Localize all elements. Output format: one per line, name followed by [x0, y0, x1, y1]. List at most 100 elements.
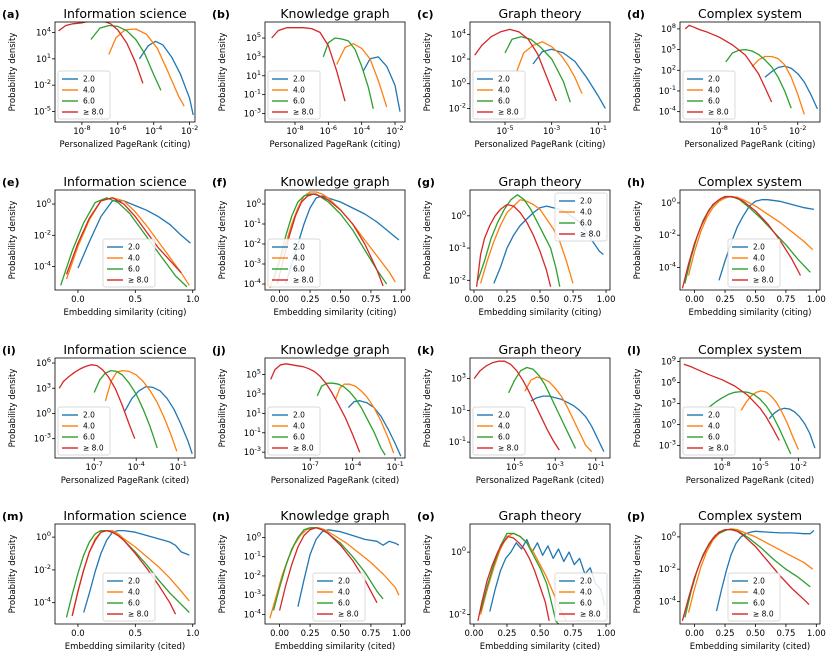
- x-tick-label: 0.0: [71, 629, 85, 639]
- panel-label: (n): [212, 510, 230, 523]
- panel-title: Complex system: [698, 342, 802, 357]
- series-line-1: [362, 56, 401, 112]
- series-line-3: [93, 369, 158, 449]
- series-line-3: [504, 36, 571, 103]
- series-line-1: [530, 395, 605, 452]
- legend: 2.0 4.0 6.0 ≥ 8.0: [554, 192, 608, 242]
- x-tick-label: 10-6: [320, 124, 337, 137]
- legend: 2.0 4.0 6.0 ≥ 8.0: [267, 70, 321, 120]
- x-tick-label: 1.0: [186, 295, 200, 305]
- series-line-3: [90, 24, 162, 91]
- x-tick-label: 10-6: [109, 124, 126, 137]
- x-tick-label: 0.00: [685, 629, 704, 639]
- x-axis-label: Embedding similarity (cited): [690, 642, 810, 652]
- chart-panel-l: (l) Complex system 10-8 10-5 10-2 109 106 103 10…: [627, 342, 821, 486]
- series-line-2: [751, 55, 805, 115]
- legend-entry: ≥ 8.0: [753, 276, 774, 285]
- plot-frame: [54, 523, 196, 625]
- y-axis-label: Probability density: [423, 201, 433, 280]
- legend: 2.0 4.0 6.0 ≥ 8.0: [472, 406, 526, 456]
- legend-entry: ≥ 8.0: [708, 108, 729, 117]
- series-line-4: [683, 363, 780, 441]
- y-axis-label: Probability density: [633, 33, 643, 112]
- y-tick-label: 101: [246, 406, 261, 419]
- x-tick-label: 10-2: [386, 124, 403, 137]
- legend-entry: ≥ 8.0: [498, 444, 519, 453]
- series-line-4: [276, 193, 384, 287]
- legend-entry: 6.0: [128, 265, 140, 274]
- x-tick-label: 0.25: [716, 295, 735, 305]
- y-tick-label: 10-2: [659, 562, 676, 575]
- legend-entry: 2.0: [498, 75, 510, 84]
- y-axis-label: Probability density: [633, 535, 643, 614]
- legend-entry: ≥ 8.0: [128, 276, 149, 285]
- y-tick-label: 10-5: [34, 104, 51, 117]
- y-tick-label: 10-4: [659, 260, 676, 273]
- legend-entry: 2.0: [338, 577, 350, 586]
- series-line-2: [516, 41, 583, 94]
- x-axis-label: Personalized PageRank (citing): [475, 140, 606, 150]
- panel-title: Knowledge graph: [280, 6, 389, 21]
- y-axis-label: Probability density: [218, 33, 228, 112]
- legend-entry: 4.0: [293, 422, 305, 431]
- y-tick-label: 105: [246, 368, 261, 381]
- x-tick-label: 10-5: [752, 460, 769, 473]
- legend: 2.0 4.0 6.0 ≥ 8.0: [102, 572, 156, 622]
- chart-panel-d: (d) Complex system 10-8 10-5 10-2 108 105 102 10…: [627, 6, 821, 150]
- y-tick-label: 109: [661, 354, 676, 367]
- plot-frame: [264, 21, 406, 123]
- legend-entry: 4.0: [708, 86, 720, 95]
- series-line-2: [65, 197, 190, 286]
- series-line-2: [335, 383, 395, 454]
- legend: 2.0 4.0 6.0 ≥ 8.0: [312, 572, 366, 622]
- y-tick-label: 10-2: [449, 101, 466, 114]
- legend-entry: 2.0: [293, 75, 305, 84]
- x-tick-label: 10-2: [789, 124, 806, 137]
- plot-frame: [264, 357, 406, 459]
- legend-box: [57, 406, 111, 456]
- x-tick-label: 0.50: [746, 629, 765, 639]
- legend-entry: 6.0: [580, 219, 592, 228]
- x-axis-label: Personalized PageRank (citing): [60, 140, 191, 150]
- panel-label: (c): [417, 8, 434, 21]
- series-line-3: [479, 532, 559, 624]
- x-tick-label: 1.00: [392, 295, 411, 305]
- panel-label: (a): [2, 8, 19, 21]
- legend-entry: 6.0: [293, 433, 305, 442]
- legend: 2.0 4.0 6.0 ≥ 8.0: [727, 572, 781, 622]
- y-tick-label: 10-4: [34, 260, 51, 273]
- y-tick-label: 10-2: [449, 608, 466, 621]
- y-tick-label: 10-4: [659, 105, 676, 118]
- legend-box: [727, 572, 781, 622]
- legend: 2.0 4.0 6.0 ≥ 8.0: [727, 238, 781, 288]
- y-tick-label: 10-2: [244, 237, 261, 250]
- legend-box: [727, 238, 781, 288]
- legend-box: [472, 70, 526, 120]
- panel-label: (k): [417, 344, 434, 357]
- legend: 2.0 4.0 6.0 ≥ 8.0: [57, 406, 111, 456]
- legend: 2.0 4.0 6.0 ≥ 8.0: [267, 238, 321, 288]
- series-line-4: [65, 197, 182, 275]
- y-axis-label: Probability density: [423, 33, 433, 112]
- panel-title: Complex system: [698, 508, 802, 523]
- x-tick-label: 10-4: [145, 124, 162, 137]
- panel-title: Graph theory: [498, 342, 582, 357]
- x-tick-label: 10-1: [590, 124, 607, 137]
- x-tick-label: 10-1: [587, 460, 604, 473]
- legend: 2.0 4.0 6.0 ≥ 8.0: [682, 70, 736, 120]
- y-tick-label: 100: [661, 417, 676, 430]
- x-tick-label: 0.75: [361, 629, 380, 639]
- panel-label: (d): [627, 8, 645, 21]
- y-tick-label: 10-4: [244, 607, 261, 620]
- panel-label: (i): [2, 344, 16, 357]
- y-tick-label: 103: [246, 50, 261, 63]
- legend-entry: 2.0: [753, 577, 765, 586]
- series-line-4: [473, 360, 560, 451]
- x-tick-label: 0.5: [129, 295, 143, 305]
- series-line-3: [708, 390, 792, 455]
- series-line-1: [715, 530, 815, 612]
- x-tick-label: 10-3: [547, 460, 564, 473]
- series-line-4: [681, 528, 810, 621]
- y-tick-label: 10-1: [449, 435, 466, 448]
- legend-entry: 2.0: [293, 243, 305, 252]
